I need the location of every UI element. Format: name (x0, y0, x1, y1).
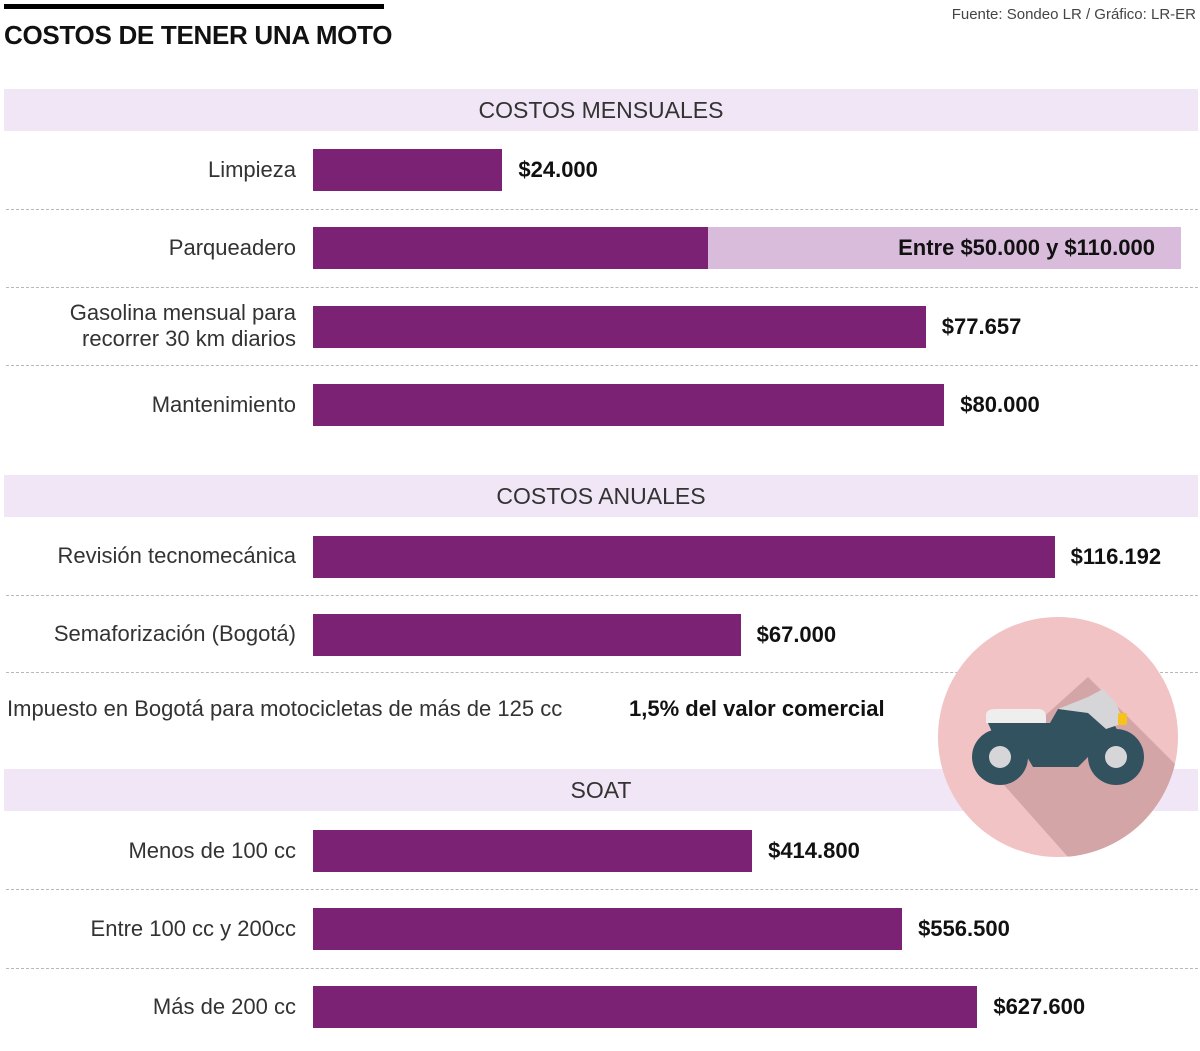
title-rule (4, 4, 384, 9)
motorcycle-body (972, 689, 1144, 785)
label-gasolina: Gasolina mensual para recorrer 30 km dia… (70, 300, 296, 352)
bar-fill-menos-100 (313, 830, 753, 872)
label-limpieza: Limpieza (207, 157, 296, 182)
row-divider (6, 595, 1198, 596)
value-mas-200: $627.600 (993, 994, 1086, 1019)
long-shadow (988, 677, 1178, 857)
bar-fill-mantenimiento (313, 384, 945, 426)
front-fairing (1058, 689, 1124, 729)
row-divider (6, 365, 1198, 366)
value-semaforizacion: $67.000 (756, 622, 837, 647)
value-menos-100: $414.800 (768, 838, 860, 863)
bar-mas-200 (313, 986, 978, 1028)
bar-fill-gasolina (313, 306, 926, 348)
bar-semaforizacion (313, 614, 741, 656)
row-divider (6, 209, 1198, 210)
tax-label: Impuesto en Bogotá para motocicletas de … (7, 696, 563, 721)
tax-value: 1,5% del valor comercial (629, 696, 885, 721)
bar-fill-mas-200 (313, 986, 978, 1028)
label-parqueadero: Parqueadero (168, 235, 296, 260)
label-gasolina-line-1: Gasolina mensual para (69, 300, 296, 325)
value-revision: $116.192 (1070, 544, 1162, 569)
row-divider (6, 287, 1198, 288)
bar-gasolina (313, 306, 926, 348)
value-parqueadero: Entre $50.000 y $110.000 (898, 235, 1155, 260)
value-gasolina: $77.657 (941, 314, 1022, 339)
bar-fill-parqueadero-min (313, 227, 708, 269)
value-entre-100-200: $556.500 (918, 916, 1010, 941)
label-gasolina-line-2: recorrer 30 km diarios (82, 326, 296, 351)
front-wheel-hub (1105, 746, 1127, 768)
bar-range-parqueadero: Entre $50.000 y $110.000 (707, 227, 1181, 269)
label-revision: Revisión tecnomecánica (57, 543, 296, 568)
bar-fill-entre-100-200 (313, 908, 903, 950)
seat (986, 709, 1046, 723)
bar-menos-100 (313, 830, 753, 872)
bar-parqueadero: Entre $50.000 y $110.000 (313, 227, 1181, 269)
label-menos-100: Menos de 100 cc (128, 838, 296, 863)
bar-entre-100-200 (313, 908, 903, 950)
rear-wheel-hub (989, 746, 1011, 768)
bar-limpieza (313, 149, 503, 191)
bar-fill-revision (313, 536, 1055, 578)
row-divider (6, 672, 1198, 673)
row-divider (6, 968, 1198, 969)
label-entre-100-200: Entre 100 cc y 200cc (90, 916, 296, 941)
label-semaforizacion: Semaforización (Bogotá) (53, 621, 296, 646)
headlight (1118, 713, 1127, 725)
bar-fill-limpieza (313, 149, 503, 191)
source-note: Fuente: Sondeo LR / Gráfico: LR-ER (951, 6, 1196, 23)
section-header-mensuales: COSTOS MENSUALES (4, 89, 1198, 131)
tank-body (988, 701, 1120, 767)
motorcycle-icon (938, 617, 1178, 857)
bar-mantenimiento (313, 384, 945, 426)
chart-title: COSTOS DE TENER UNA MOTO (4, 20, 393, 50)
section-header-anuales: COSTOS ANUALES (4, 475, 1198, 517)
label-mantenimiento: Mantenimiento (151, 392, 296, 417)
value-limpieza: $24.000 (518, 157, 598, 182)
value-mantenimiento: $80.000 (960, 392, 1040, 417)
row-divider (6, 889, 1198, 890)
bar-fill-semaforizacion (313, 614, 741, 656)
bar-revision (313, 536, 1055, 578)
label-mas-200: Más de 200 cc (152, 994, 296, 1019)
